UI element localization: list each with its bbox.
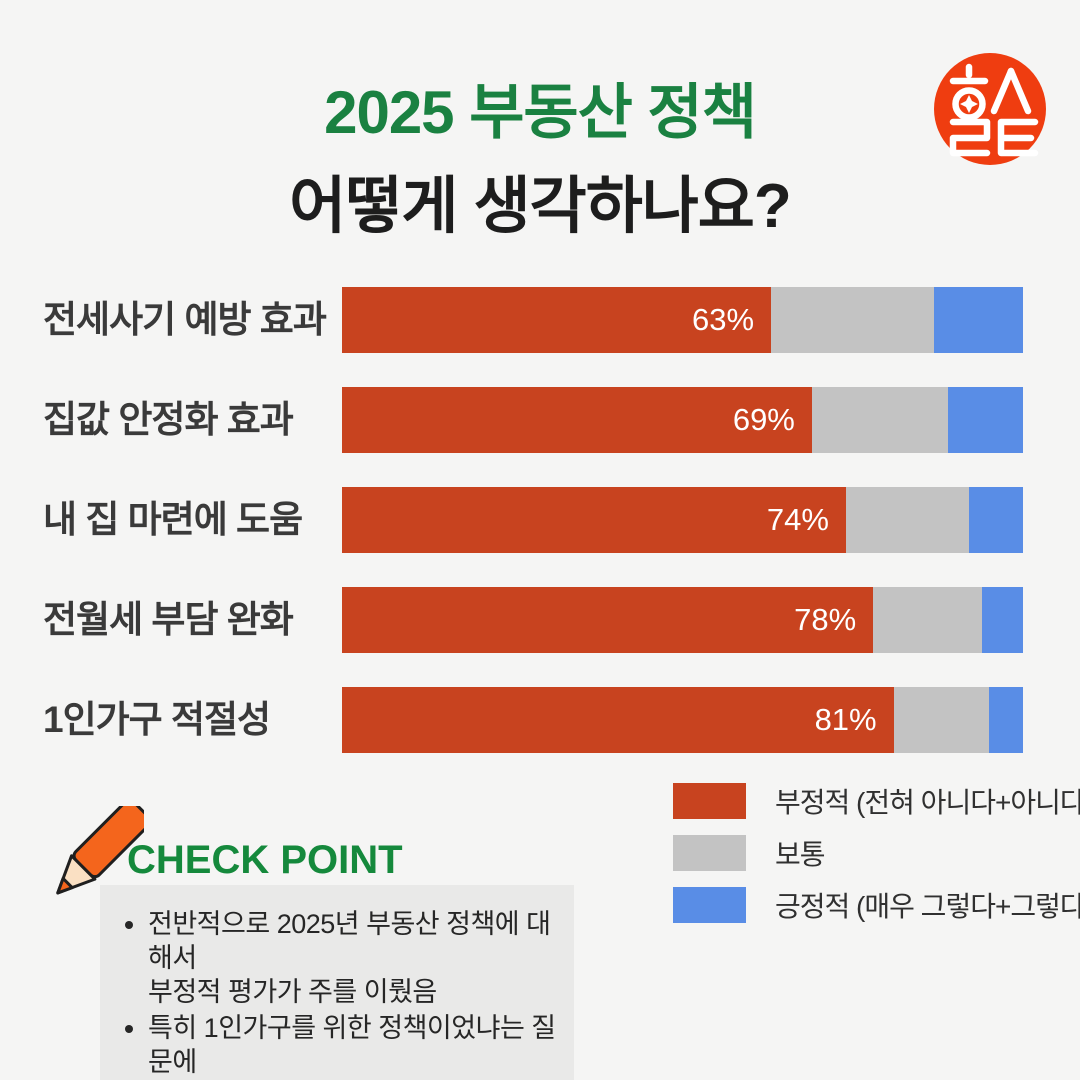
chart-row: 전세사기 예방 효과 63% <box>0 287 1080 353</box>
checkpoint-bullet: 특히 1인가구를 위한 정책이었냐는 질문에 서 긍정적 평가는 단 5%에 그… <box>148 1011 558 1080</box>
legend-swatch <box>673 783 746 819</box>
bar-segment-positive <box>982 587 1023 653</box>
stacked-bar: 78% <box>342 587 1023 653</box>
category-label: 내 집 마련에 도움 <box>43 499 303 540</box>
bar-segment-neutral <box>845 487 969 553</box>
value-label: 81% <box>814 702 877 737</box>
bar-segment-positive <box>934 287 1023 353</box>
checkpoint-box: 전반적으로 2025년 부동산 정책에 대해서 부정적 평가가 주를 이뤘음 특… <box>100 885 574 1080</box>
bar-segment-neutral <box>873 587 983 653</box>
legend-item: 부정적 (전혀 아니다+아니다) <box>673 783 1080 819</box>
bar-segment-positive <box>988 687 1023 753</box>
category-label: 집값 안정화 효과 <box>43 399 294 440</box>
bar-segment-neutral <box>771 287 935 353</box>
bar-segment-neutral <box>811 387 949 453</box>
bar-segment-positive <box>948 387 1023 453</box>
stacked-bar: 63% <box>342 287 1023 353</box>
bar-segment-negative: 81% <box>342 687 894 753</box>
legend-label: 긍정적 (매우 그렇다+그렇다) <box>775 891 1080 922</box>
bar-segment-negative: 63% <box>342 287 772 353</box>
chart-row: 내 집 마련에 도움 74% <box>0 487 1080 553</box>
category-label: 전월세 부담 완화 <box>43 599 294 640</box>
checkpoint-title: CHECK POINT <box>127 838 403 882</box>
value-label: 74% <box>766 502 829 537</box>
brand-seal-logo <box>934 53 1046 165</box>
page-title: 2025 부동산 정책 어떻게 생각하나요? <box>0 64 1080 245</box>
bar-segment-negative: 74% <box>342 487 846 553</box>
category-label: 전세사기 예방 효과 <box>43 299 327 340</box>
chart-row: 집값 안정화 효과 69% <box>0 387 1080 453</box>
value-label: 78% <box>794 602 857 637</box>
bar-segment-positive <box>968 487 1023 553</box>
legend-swatch <box>673 887 746 923</box>
stacked-bar: 74% <box>342 487 1023 553</box>
bar-segment-negative: 69% <box>342 387 812 453</box>
title-line-black: 어떻게 생각하나요? <box>289 172 791 241</box>
legend-swatch <box>673 835 746 871</box>
stacked-bar: 81% <box>342 687 1023 753</box>
bar-segment-negative: 78% <box>342 587 874 653</box>
chart-row: 전월세 부담 완화 78% <box>0 587 1080 653</box>
bar-segment-neutral <box>893 687 989 753</box>
legend-label: 보통 <box>775 839 826 870</box>
stacked-bar: 69% <box>342 387 1023 453</box>
checkpoint-bullet-list: 전반적으로 2025년 부동산 정책에 대해서 부정적 평가가 주를 이뤘음 특… <box>122 907 558 1080</box>
value-label: 63% <box>691 302 755 337</box>
sparkle-icon <box>960 95 978 113</box>
legend-label: 부정적 (전혀 아니다+아니다) <box>775 787 1080 818</box>
title-line-green: 2025 부동산 정책 <box>324 79 757 146</box>
value-label: 69% <box>732 402 795 437</box>
legend-item: 긍정적 (매우 그렇다+그렇다) <box>673 887 1080 923</box>
checkpoint-bullet: 전반적으로 2025년 부동산 정책에 대해서 부정적 평가가 주를 이뤘음 <box>148 907 558 1009</box>
pencil-icon <box>56 806 144 895</box>
legend-item: 보통 <box>673 835 1080 871</box>
chart-row: 1인가구 적절성 81% <box>0 687 1080 753</box>
category-label: 1인가구 적절성 <box>43 699 271 740</box>
